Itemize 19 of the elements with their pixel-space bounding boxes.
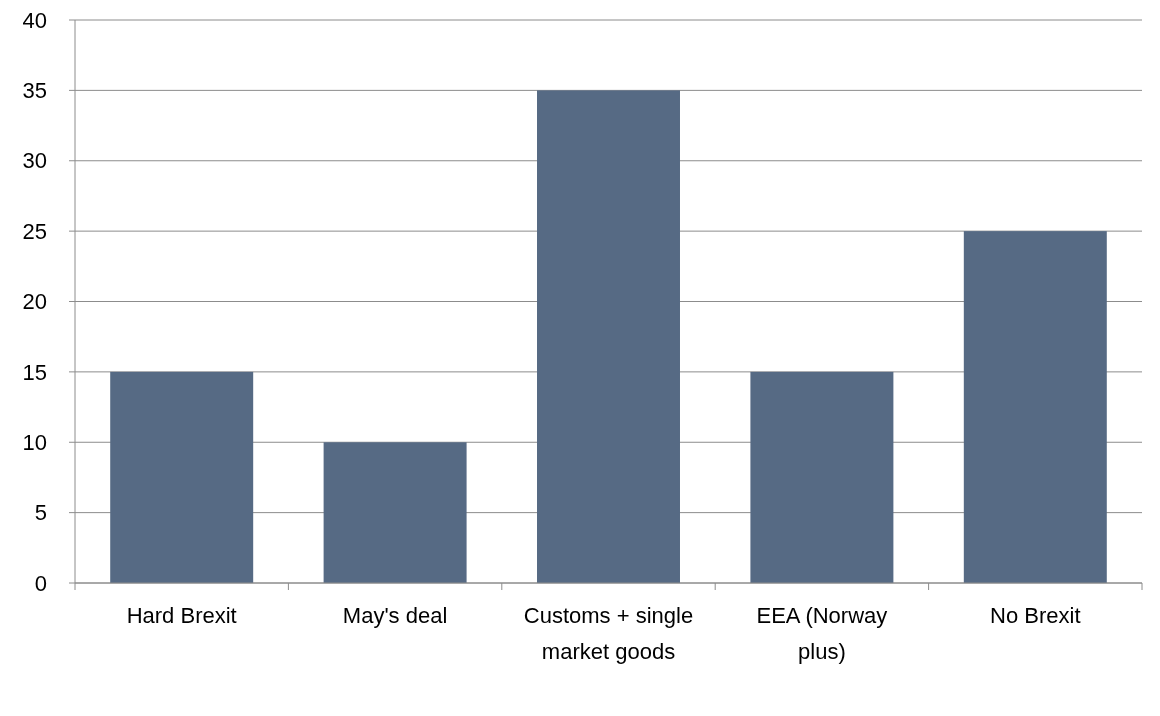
y-tick-label: 0 xyxy=(34,570,47,596)
y-tick-label: 10 xyxy=(22,429,47,455)
x-tick-label: Customs + single market goods xyxy=(523,603,694,664)
bar xyxy=(537,90,680,583)
x-tick-label: EEA (Norway plus) xyxy=(756,603,888,664)
x-tick-label: Hard Brexit xyxy=(126,603,237,628)
y-tick-label: 5 xyxy=(34,500,47,526)
bar xyxy=(110,371,254,583)
y-tick-label: 25 xyxy=(22,218,47,244)
y-tick-label: 20 xyxy=(22,289,47,315)
y-tick-label: 35 xyxy=(22,78,47,104)
y-tick-label: 15 xyxy=(22,359,47,385)
x-tick-label: May's deal xyxy=(342,603,448,628)
bar xyxy=(750,371,894,583)
x-tick-label: No Brexit xyxy=(990,603,1081,628)
y-tick-label: 40 xyxy=(22,7,47,33)
y-tick-label: 30 xyxy=(22,148,47,174)
bar xyxy=(963,231,1107,583)
bar xyxy=(323,442,467,583)
